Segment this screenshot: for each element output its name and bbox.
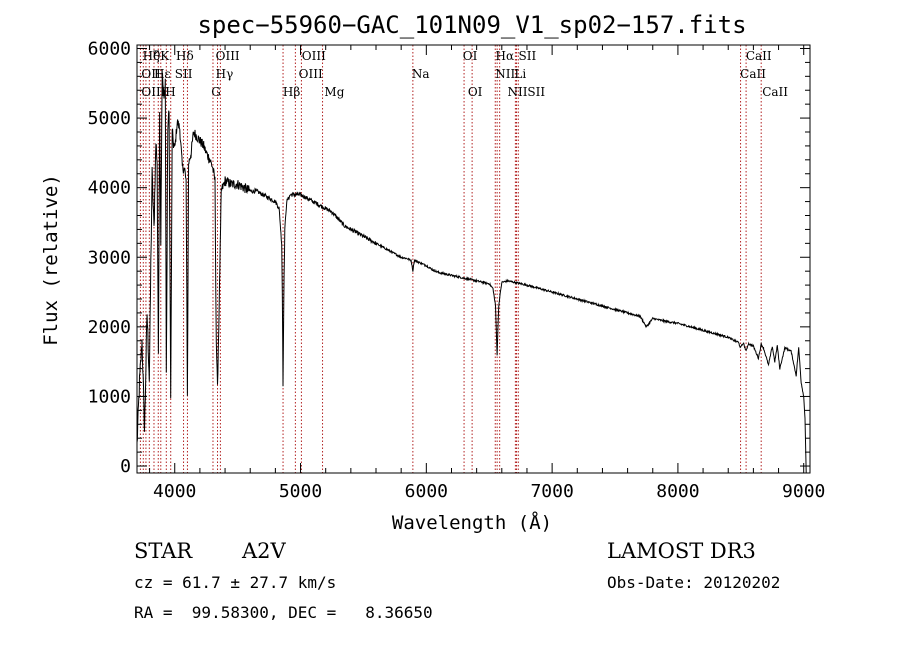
x-tick-label-2: 6000 [405, 481, 448, 502]
redshift-cz: cz = 61.7 ± 27.7 km/s [134, 573, 337, 592]
y-axis-label: Flux (relative) [40, 174, 62, 346]
x-tick-label-1: 5000 [279, 481, 322, 502]
x-axis-ticks: 4000 5000 6000 7000 8000 9000 [149, 45, 825, 502]
x-tick-label-0: 4000 [153, 481, 196, 502]
spectral-line-markers [139, 45, 762, 473]
x-tick-label-4: 8000 [656, 481, 699, 502]
line-label-10: OII [141, 67, 161, 81]
y-tick-label-5: 5000 [88, 108, 131, 129]
y-tick-label-4: 4000 [88, 178, 131, 199]
line-label-13: Hγ [216, 67, 234, 81]
line-label-12: SII [175, 67, 193, 81]
object-class: STAR [134, 539, 193, 563]
y-tick-label-1: 1000 [88, 386, 131, 407]
y-tick-label-3: 3000 [88, 247, 131, 268]
y-tick-label-2: 2000 [88, 317, 131, 338]
plot-frame [136, 44, 811, 474]
line-label-22: Hβ [283, 85, 300, 99]
line-label-17: Li [514, 67, 526, 81]
chart-title: spec−55960−GAC_101N09_V1_sp02−157.fits [197, 11, 746, 39]
line-label-26: CaII [762, 85, 788, 99]
line-label-0: Hθ [143, 49, 161, 63]
y-axis-ticks: 0 1000 2000 3000 4000 5000 6000 [88, 38, 810, 477]
line-label-15: Na [412, 67, 430, 81]
line-label-1: ζ [153, 49, 160, 63]
x-axis-label: Wavelength (Å) [392, 511, 552, 534]
line-label-14: OIII [299, 67, 323, 81]
line-label-24: OI [468, 85, 483, 99]
object-subclass: A2V [242, 539, 286, 563]
line-label-19: OIII [141, 85, 165, 99]
x-tick-label-5: 9000 [782, 481, 825, 502]
line-label-7: Hα [496, 49, 515, 63]
line-label-16: NII [495, 67, 515, 81]
observation-date: Obs-Date: 20120202 [607, 573, 781, 592]
line-label-4: OIII [216, 49, 240, 63]
line-label-9: CaII [746, 49, 772, 63]
line-label-25: NIISII [507, 85, 545, 99]
line-label-23: Mg [324, 85, 344, 99]
flux-series-line [136, 72, 807, 474]
line-label-6: OI [463, 49, 478, 63]
line-label-2: K [160, 49, 170, 63]
line-label-21: G [211, 85, 221, 99]
y-tick-label-0: 0 [120, 456, 131, 477]
line-label-8: SII [519, 49, 537, 63]
coordinates: RA = 99.58300, DEC = 8.36650 [134, 603, 433, 622]
line-label-5: OIII [302, 49, 326, 63]
survey-name: LAMOST DR3 [607, 539, 756, 563]
line-label-3: Hδ [176, 49, 194, 63]
x-tick-label-3: 7000 [530, 481, 573, 502]
line-label-20: H [165, 85, 175, 99]
line-label-18: CaII [740, 67, 766, 81]
y-tick-label-6: 6000 [88, 38, 131, 59]
